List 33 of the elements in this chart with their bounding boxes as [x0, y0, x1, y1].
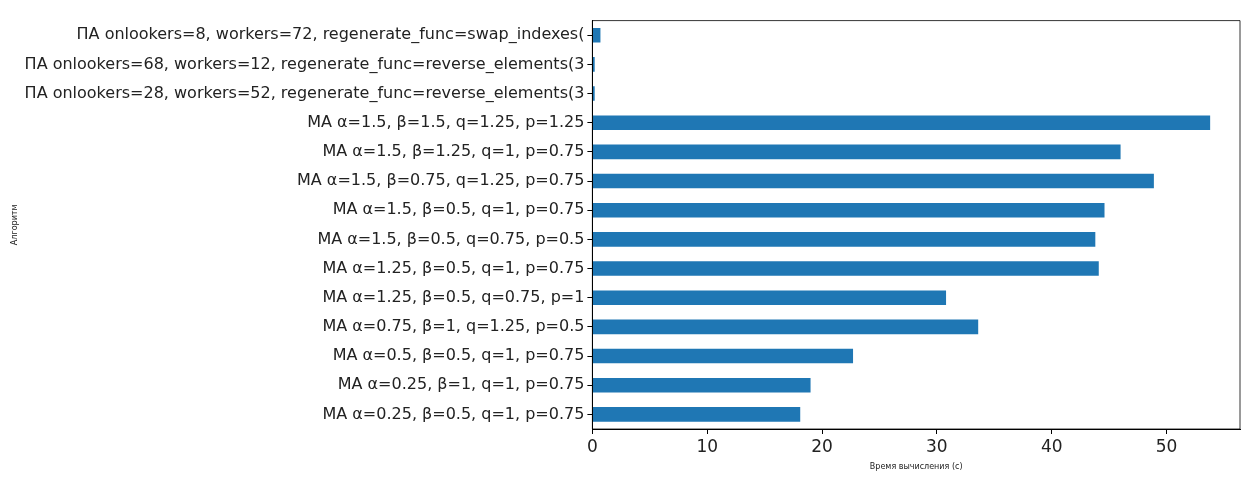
bar — [592, 407, 801, 422]
x-tick-label: 20 — [811, 435, 833, 456]
x-axis-title: Время вычисления (с) — [869, 462, 963, 472]
bar — [592, 290, 947, 306]
y-tick-label: MA α=1.25, β=0.5, q=1, p=0.75 — [322, 257, 585, 277]
x-tick-label: 30 — [926, 435, 948, 456]
bar — [592, 115, 1211, 130]
bar — [592, 202, 1105, 218]
bar — [592, 377, 811, 393]
y-tick-label: MA α=0.25, β=1, q=1, p=0.75 — [337, 374, 585, 394]
y-tick-label: MA α=1.5, β=1.25, q=1, p=0.75 — [322, 141, 585, 161]
y-tick-label: ПА onlookers=68, workers=12, regenerate_func=reverse_elements(3 — [24, 53, 585, 74]
y-axis-title: Алгоритм — [9, 204, 19, 246]
x-tick-label: 40 — [1040, 435, 1063, 456]
y-tick-label: MA α=0.5, β=0.5, q=1, p=0.75 — [332, 345, 585, 365]
y-tick-label: MA α=1.25, β=0.5, q=0.75, p=1 — [322, 286, 585, 306]
y-tick-label: MA α=1.5, β=0.5, q=0.75, p=0.5 — [317, 228, 585, 248]
y-tick-label: MA α=1.5, β=1.5, q=1.25, p=1.25 — [307, 111, 585, 131]
y-tick-label: ПА onlookers=28, workers=52, regenerate_func=reverse_elements(3 — [24, 82, 585, 103]
bar — [592, 232, 1096, 247]
bar — [592, 173, 1154, 189]
bar — [592, 261, 1099, 276]
y-tick-label: MA α=1.5, β=0.75, q=1.25, p=0.75 — [297, 170, 585, 190]
x-tick-label: 0 — [586, 435, 598, 456]
y-tick-label: ПА onlookers=8, workers=72, regenerate_func=swap_indexes( — [76, 24, 585, 45]
bar — [592, 348, 854, 364]
x-tick-label: 10 — [696, 435, 719, 456]
y-tick-label: MA α=0.75, β=1, q=1.25, p=0.5 — [322, 316, 585, 336]
bar — [592, 144, 1121, 160]
x-tick-label: 50 — [1155, 435, 1178, 456]
y-tick-label: MA α=0.25, β=0.5, q=1, p=0.75 — [322, 403, 585, 423]
bar — [592, 319, 979, 335]
y-tick-label: MA α=1.5, β=0.5, q=1, p=0.75 — [332, 199, 585, 219]
